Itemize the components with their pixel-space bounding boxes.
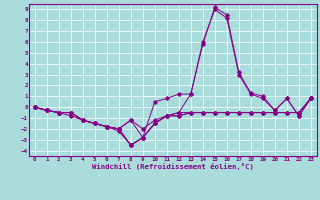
X-axis label: Windchill (Refroidissement éolien,°C): Windchill (Refroidissement éolien,°C) xyxy=(92,163,254,170)
